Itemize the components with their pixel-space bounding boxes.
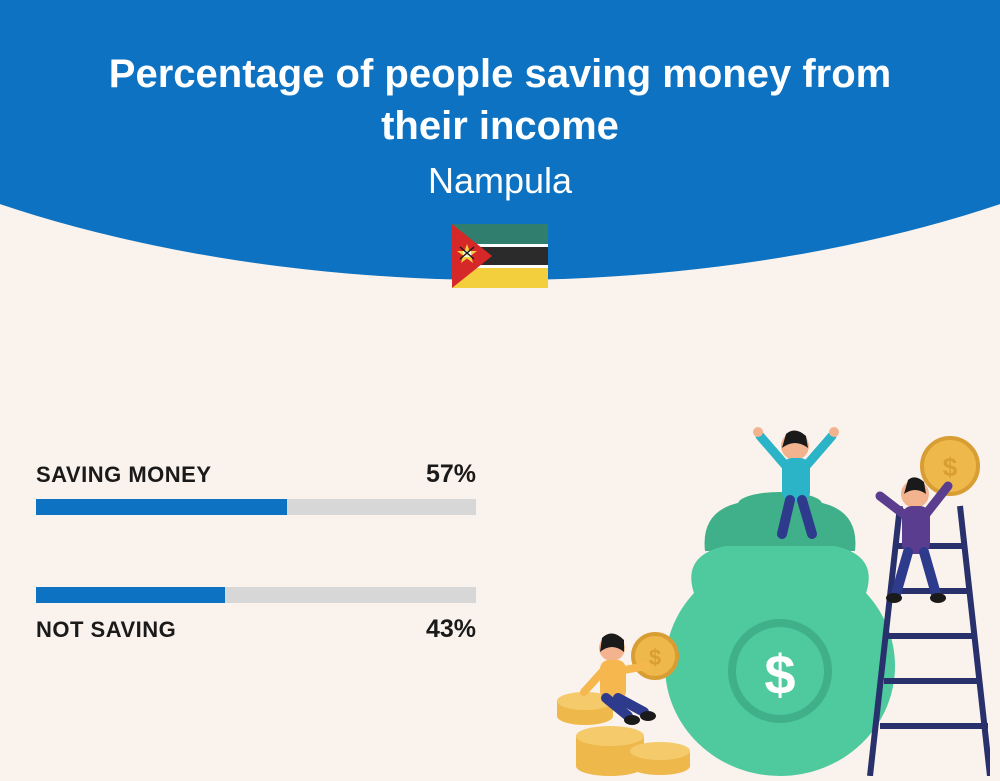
- page-title: Percentage of people saving money from t…: [90, 48, 910, 152]
- page-subtitle: Nampula: [0, 160, 1000, 202]
- bar-saving-money: SAVING MONEY 57%: [36, 460, 476, 515]
- svg-text:$: $: [764, 643, 795, 706]
- savings-illustration: $ $: [550, 416, 990, 776]
- bar-track: [36, 587, 476, 603]
- bar-label: NOT SAVING: [36, 617, 176, 643]
- bar-value: 43%: [426, 615, 476, 644]
- bar-chart: SAVING MONEY 57% NOT SAVING 43%: [36, 460, 476, 716]
- svg-text:$: $: [943, 452, 958, 482]
- bar-value: 57%: [426, 460, 476, 489]
- bar-label: SAVING MONEY: [36, 462, 212, 488]
- flag-mozambique: [452, 224, 548, 288]
- bar-not-saving: NOT SAVING 43%: [36, 587, 476, 644]
- bar-fill: [36, 587, 225, 603]
- bar-track: [36, 499, 476, 515]
- ladder-icon: [870, 506, 990, 776]
- header: Percentage of people saving money from t…: [0, 0, 1000, 288]
- svg-text:$: $: [649, 645, 661, 670]
- bar-fill: [36, 499, 287, 515]
